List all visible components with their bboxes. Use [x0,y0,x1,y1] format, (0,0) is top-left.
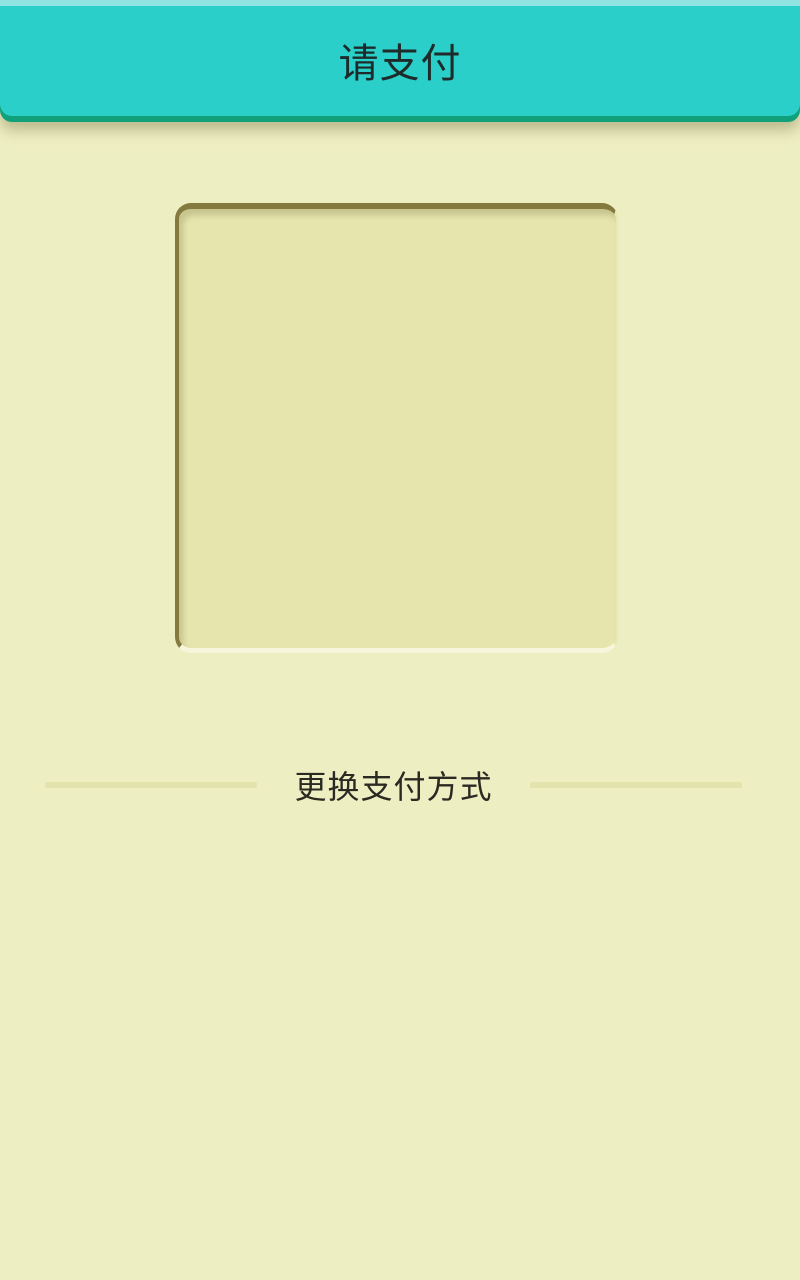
switch-payment-method-button[interactable]: 更换支付方式 [294,768,493,806]
app-header: 请支付 [0,0,800,122]
qr-code-frame [175,203,618,653]
divider-right [529,782,742,788]
page-title: 请支付 [338,41,462,87]
divider-left [45,782,257,788]
header-bar: 请支付 [0,0,800,116]
switch-payment-row: 更换支付方式 [45,760,742,810]
